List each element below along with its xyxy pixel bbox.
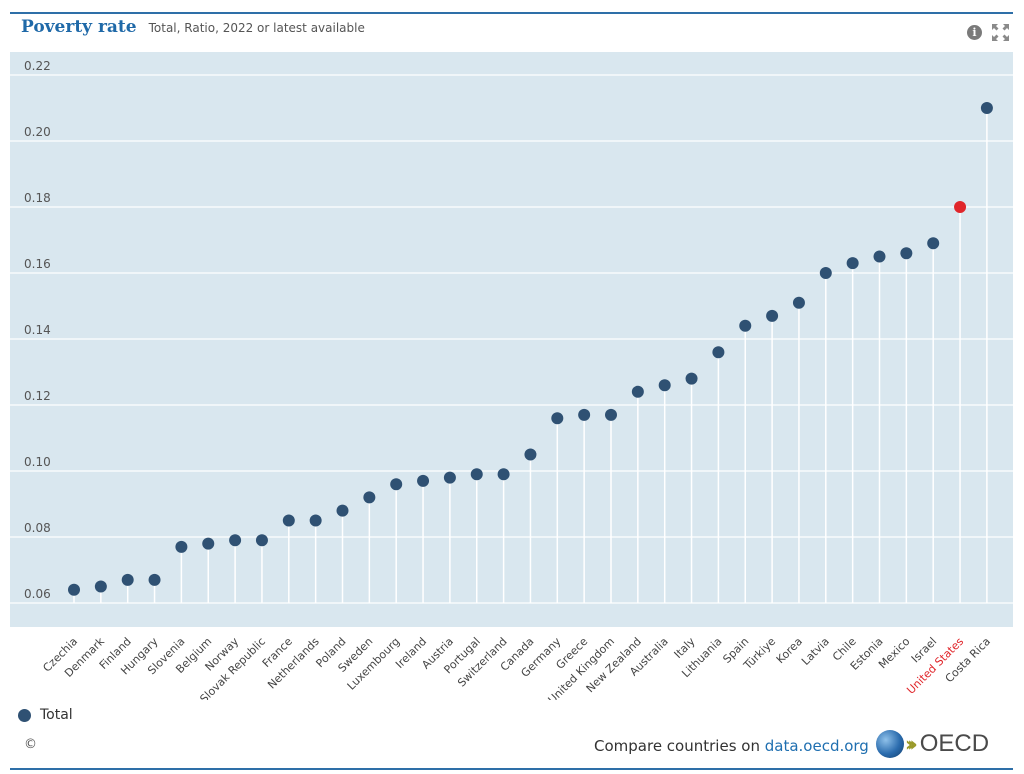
footer-text: Compare countries on <box>594 737 765 755</box>
oecd-logo-text: OECD <box>919 730 990 757</box>
info-icon[interactable]: i <box>967 25 982 40</box>
data-point <box>336 504 349 517</box>
data-point <box>873 250 886 263</box>
globe-icon <box>876 730 904 758</box>
expand-icon[interactable] <box>992 24 1009 41</box>
data-point <box>94 580 107 593</box>
y-tick-label: 0.06 <box>24 587 51 601</box>
data-point <box>900 247 913 260</box>
data-point <box>255 534 268 547</box>
x-tick-label: Latvia <box>799 635 832 668</box>
data-point <box>363 491 376 504</box>
data-oecd-link[interactable]: data.oecd.org <box>764 737 869 755</box>
data-point <box>148 573 161 586</box>
data-point <box>766 309 779 322</box>
data-point <box>578 408 591 421</box>
data-point <box>497 468 510 481</box>
footer-compare: Compare countries on data.oecd.org <box>594 737 869 755</box>
data-point <box>846 257 859 270</box>
data-point <box>551 412 564 425</box>
bottom-rule <box>10 768 1013 770</box>
data-point <box>282 514 295 527</box>
top-rule <box>10 12 1013 14</box>
data-point <box>685 372 698 385</box>
data-point <box>819 267 832 279</box>
chart-header: Poverty rate Total, Ratio, 2022 or lates… <box>21 17 365 41</box>
y-tick-label: 0.18 <box>24 191 51 205</box>
data-point <box>658 379 671 392</box>
data-point <box>470 468 483 481</box>
data-point <box>121 573 134 586</box>
data-point <box>631 385 644 398</box>
data-point <box>739 319 752 332</box>
copyright-icon[interactable]: © <box>24 737 37 752</box>
chart-subtitle: Total, Ratio, 2022 or latest available <box>148 21 365 35</box>
data-point <box>175 540 188 553</box>
x-tick-label: Korea <box>774 635 805 666</box>
data-point <box>605 408 617 421</box>
data-point <box>390 478 403 491</box>
chevrons-icon: ››› <box>905 732 918 756</box>
poverty-chart: 0.060.080.100.120.140.160.180.200.22Czec… <box>10 52 1013 700</box>
y-tick-label: 0.08 <box>24 521 51 535</box>
data-point <box>229 534 242 547</box>
data-point <box>443 471 456 484</box>
data-point <box>524 448 537 461</box>
oecd-logo[interactable]: ››› OECD <box>876 730 989 758</box>
legend-label: Total <box>40 707 73 723</box>
data-point <box>309 514 322 527</box>
data-point <box>417 474 430 487</box>
y-tick-label: 0.12 <box>24 389 51 403</box>
data-point <box>927 237 940 250</box>
data-point-highlight <box>954 201 967 213</box>
data-point <box>202 537 215 550</box>
y-tick-label: 0.22 <box>24 59 51 73</box>
y-tick-label: 0.14 <box>24 323 51 337</box>
data-point <box>68 583 80 596</box>
chart-title: Poverty rate <box>21 17 137 37</box>
legend: Total <box>18 707 73 723</box>
y-tick-label: 0.16 <box>24 257 51 271</box>
data-point <box>712 346 725 359</box>
y-tick-label: 0.10 <box>24 455 51 469</box>
data-point <box>980 102 993 114</box>
y-tick-label: 0.20 <box>24 125 51 139</box>
data-point <box>792 296 805 309</box>
legend-marker-icon <box>18 708 31 722</box>
